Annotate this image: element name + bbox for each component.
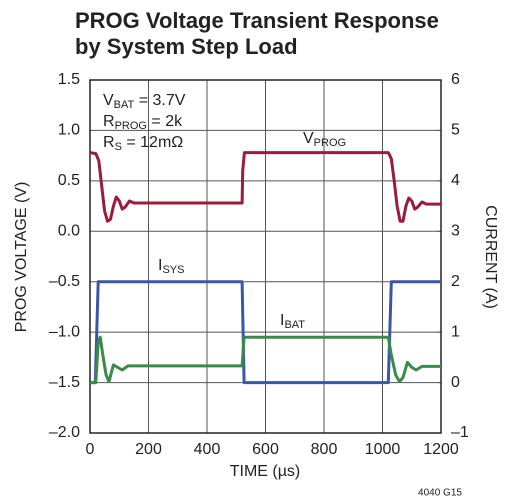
y-tick-label: 1.5: [58, 71, 80, 88]
annotation-sub: PROG: [115, 120, 147, 132]
x-axis-label: TIME (µs): [230, 463, 301, 480]
y-tick-label: –0.5: [49, 273, 80, 290]
series-label: ISYS: [158, 257, 184, 276]
x-tick-label: 800: [311, 441, 338, 458]
annotation-text: R: [103, 113, 115, 130]
x-tick-label: 200: [135, 441, 162, 458]
chart-title: PROG Voltage Transient Response: [75, 8, 439, 33]
footnote: 4040 G15: [418, 488, 462, 499]
y2-axis-label: CURRENT (A): [482, 205, 499, 309]
y-axis-label: PROG VOLTAGE (V): [13, 182, 30, 333]
y-tick-label: 0.5: [58, 172, 80, 189]
y2-tick-label: –1: [451, 424, 469, 441]
y-tick-label: –2.0: [49, 424, 80, 441]
y2-tick-label: 3: [451, 223, 460, 240]
x-tick-label: 400: [194, 441, 221, 458]
y2-tick-label: 1: [451, 323, 460, 340]
x-tick-label: 1200: [423, 441, 459, 458]
y2-tick-label: 0: [451, 374, 460, 391]
annotation-text: = 12mΩ: [122, 134, 183, 151]
x-tick-label: 0: [86, 441, 95, 458]
x-tick-label: 1000: [365, 441, 401, 458]
annotation-sub: S: [115, 141, 122, 153]
series-label: VPROG: [303, 130, 346, 149]
annotation-text: R: [103, 134, 115, 151]
annotation: RS = 12mΩ: [103, 134, 183, 153]
series-line: [90, 335, 441, 385]
y-tick-label: –1.0: [49, 323, 80, 340]
annotation: RPROG = 2k: [103, 113, 183, 132]
y2-tick-label: 2: [451, 273, 460, 290]
y-tick-label: 0.0: [58, 223, 80, 240]
series-line: [89, 151, 441, 223]
y2-tick-label: 4: [451, 172, 460, 189]
annotation-text: = 2k: [147, 113, 183, 130]
y2-tick-label: 6: [451, 71, 460, 88]
y2-tick-label: 5: [451, 122, 460, 139]
series-label: IBAT: [280, 312, 305, 331]
plot-frame: [89, 79, 442, 434]
y-tick-label: –1.5: [49, 374, 80, 391]
x-tick-label: 600: [252, 441, 279, 458]
annotation-sub: BAT: [114, 99, 135, 111]
annotation: VBAT = 3.7V: [103, 92, 186, 111]
chart-title: by System Step Load: [75, 34, 298, 59]
annotation-text: V: [103, 92, 114, 109]
y-tick-label: 1.0: [58, 122, 80, 139]
annotation-text: = 3.7V: [134, 92, 185, 109]
